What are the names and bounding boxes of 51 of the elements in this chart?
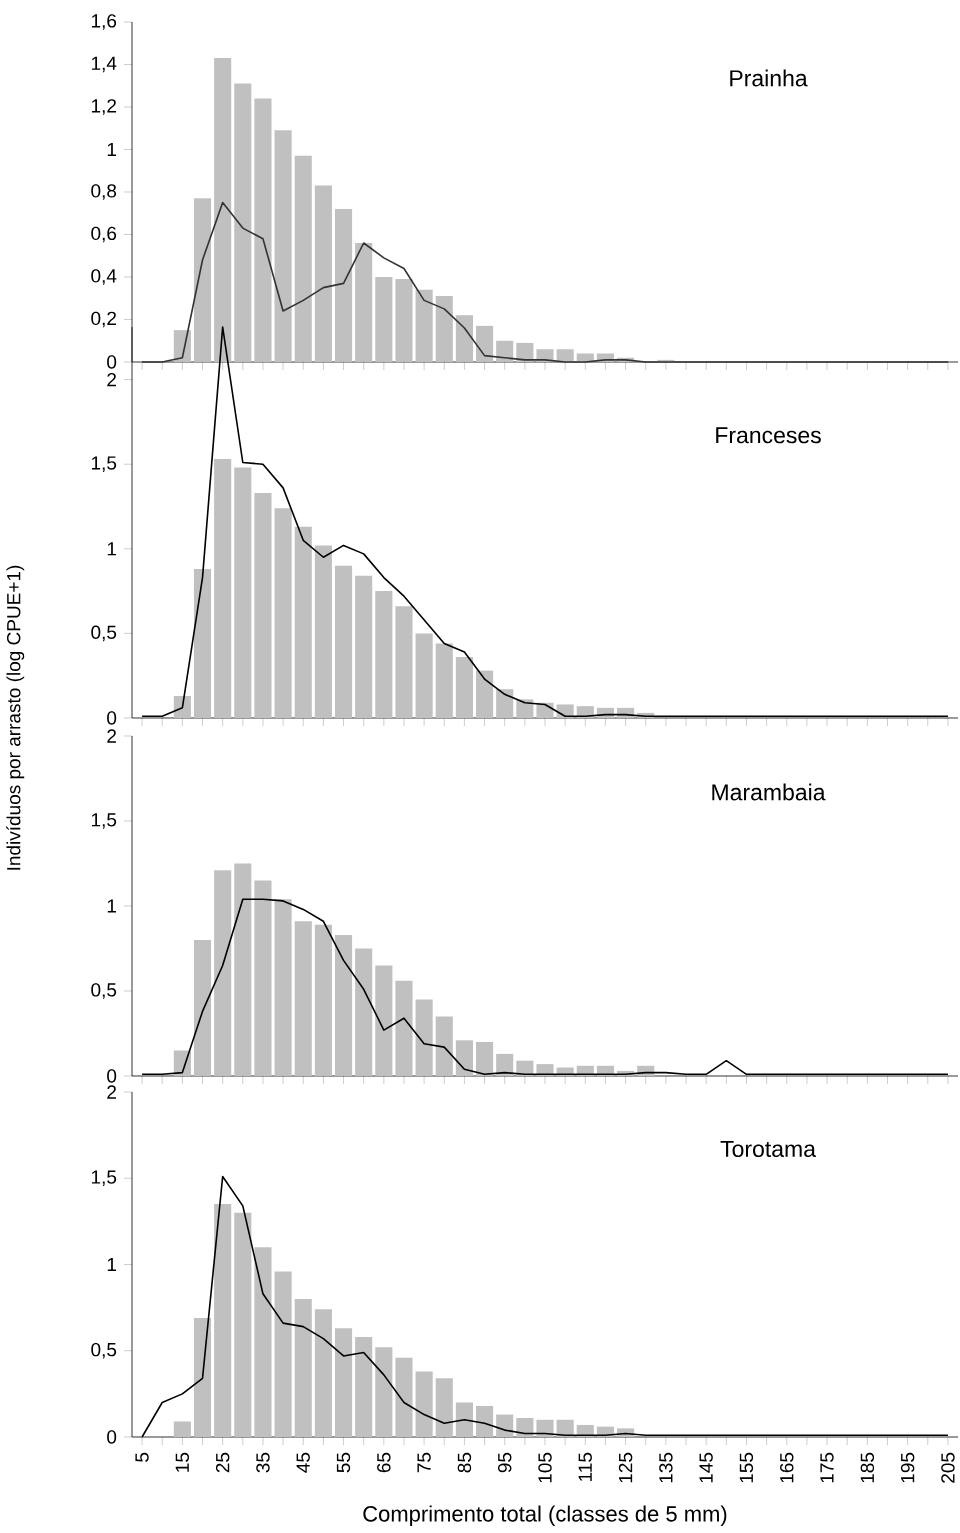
y-tick-label: 0 (107, 711, 117, 725)
x-tick-label: 65 (377, 1452, 391, 1473)
x-axis-title: Comprimento total (classes de 5 mm) (363, 1505, 727, 1526)
x-tick-label: 135 (659, 1452, 673, 1483)
x-tick-label: 15 (175, 1452, 189, 1472)
y-tick-label: 1,5 (91, 813, 117, 829)
x-tick-label: 5 (135, 1452, 149, 1462)
y-tick-label: 1,5 (91, 456, 117, 472)
y-tick-label: 0,6 (91, 226, 117, 243)
y-tick-label: 0,8 (91, 184, 117, 200)
y-axis-title: Indivíduos por arrasto (log CPUE+1) (6, 565, 25, 870)
y-tick-label: 2 (107, 1085, 116, 1099)
y-tick-label: 0 (107, 1430, 117, 1444)
y-tick-label: 1,6 (91, 14, 117, 30)
text: Torotama (720, 1140, 816, 1158)
x-tick-label: 175 (820, 1452, 834, 1483)
y-tick-label: 0 (107, 355, 117, 369)
x-tick-label: 95 (497, 1452, 512, 1473)
x-tick-label: 105 (538, 1452, 552, 1483)
y-tick-label: 0,2 (91, 311, 116, 328)
y-tick-label: 1,5 (91, 1170, 117, 1187)
x-tick-label: 75 (417, 1452, 431, 1473)
x-tick-label: 205 (941, 1452, 955, 1483)
text: Prainha (730, 69, 808, 87)
y-tick-label: 2 (107, 372, 116, 387)
x-tick-label: 195 (900, 1452, 915, 1483)
y-tick-label: 1 (107, 142, 116, 157)
x-tick-label: 185 (860, 1452, 875, 1483)
text: Marambaia (712, 783, 826, 801)
y-tick-label: 2 (107, 729, 116, 743)
x-tick-label: 45 (296, 1452, 310, 1473)
x-tick-label: 35 (256, 1452, 270, 1473)
x-tick-label: 145 (699, 1452, 713, 1483)
y-tick-label: 1 (107, 542, 116, 556)
y-tick-label: 1 (107, 899, 116, 913)
text: Franceses (716, 427, 821, 444)
x-tick-label: 85 (457, 1452, 472, 1473)
x-tick-label: 25 (215, 1452, 230, 1473)
x-tick-label: 155 (739, 1452, 754, 1483)
y-tick-label: 0 (107, 1069, 117, 1083)
y-tick-label: 0,4 (91, 269, 117, 285)
y-tick-label: 1 (107, 1257, 116, 1272)
y-tick-label: 1,2 (91, 99, 116, 115)
y-tick-label: 0,5 (91, 625, 117, 642)
x-tick-label: 115 (578, 1452, 592, 1481)
x-tick-label: 55 (336, 1452, 351, 1473)
x-tick-label: 125 (618, 1452, 633, 1483)
y-tick-label: 1,4 (91, 56, 117, 73)
y-tick-label: 0,5 (91, 983, 117, 999)
x-tick-label: 165 (780, 1452, 794, 1483)
y-tick-label: 0,5 (91, 1342, 117, 1359)
